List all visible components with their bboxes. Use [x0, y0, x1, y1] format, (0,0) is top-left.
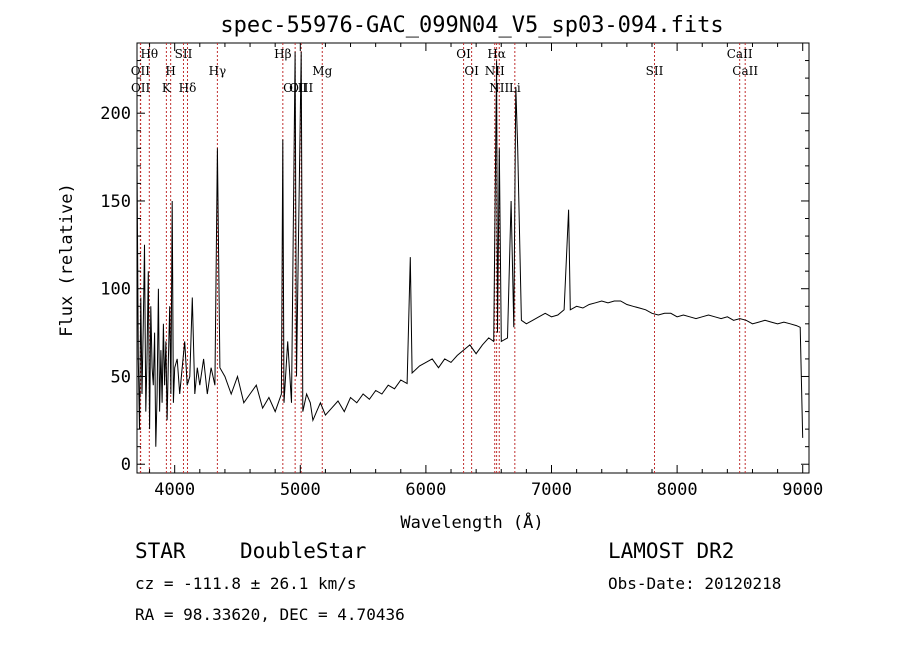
line-marker-label: CaII [727, 47, 753, 61]
y-axis-label: Flux (relative) [57, 183, 77, 337]
x-axis-ticks: 4000 5000 6000 7000 8000 9000 [149, 43, 823, 500]
y-tick-label: 0 [121, 455, 131, 475]
cz-text: cz = -111.8 ± 26.1 km/s [135, 574, 357, 593]
y-tick-label: 200 [100, 104, 131, 124]
line-marker-label: Hδ [179, 81, 197, 95]
line-marker-label: Li [509, 81, 521, 95]
line-marker-label: H [165, 64, 175, 78]
line-marker-label: OI [456, 47, 471, 61]
x-tick-label: 7000 [531, 480, 572, 500]
x-axis-label: Wavelength (Å) [400, 511, 543, 533]
line-marker-label: NII [489, 81, 509, 95]
line-marker-label: OII [131, 64, 151, 78]
line-marker-label: NII [485, 64, 505, 78]
chart-title: spec-55976-GAC_099N04_V5_sp03-094.fits [220, 13, 723, 38]
line-marker-label: Mg [312, 64, 332, 78]
line-marker-label: CaII [732, 64, 758, 78]
y-axis-ticks: 0 50 100 150 200 [100, 60, 809, 475]
spectrum-series [136, 51, 804, 447]
line-marker-label: SII [646, 64, 664, 78]
line-marker-label: K [162, 81, 172, 95]
line-marker-label: Hγ [209, 64, 227, 78]
x-tick-label: 6000 [405, 480, 446, 500]
plot-frame [136, 42, 810, 474]
line-marker-label: OI [464, 64, 479, 78]
x-tick-label: 5000 [280, 480, 321, 500]
obsdate-text: Obs-Date: 20120218 [608, 574, 781, 593]
line-marker-label: SII [175, 47, 193, 61]
x-tick-label: 8000 [657, 480, 698, 500]
y-tick-label: 100 [100, 280, 131, 300]
line-marker-label: Hα [487, 47, 506, 61]
line-markers [139, 43, 746, 473]
line-marker-label: Hβ [274, 47, 291, 61]
line-marker-label: Hθ [140, 47, 158, 61]
y-tick-label: 50 [111, 367, 131, 387]
survey-label: LAMOST DR2 [608, 539, 734, 563]
y-tick-label: 150 [100, 192, 131, 212]
line-marker-label: OII [131, 81, 151, 95]
radec-text: RA = 98.33620, DEC = 4.70436 [135, 605, 405, 624]
x-tick-label: 4000 [154, 480, 195, 500]
class-label: STAR [135, 539, 186, 563]
x-tick-label: 9000 [782, 480, 823, 500]
line-marker-labels: HθOIIOIIHKSIIHδHγHβOIIIOIIIMgOIOIHαNIINI… [131, 47, 759, 95]
subclass-label: DoubleStar [240, 539, 366, 563]
